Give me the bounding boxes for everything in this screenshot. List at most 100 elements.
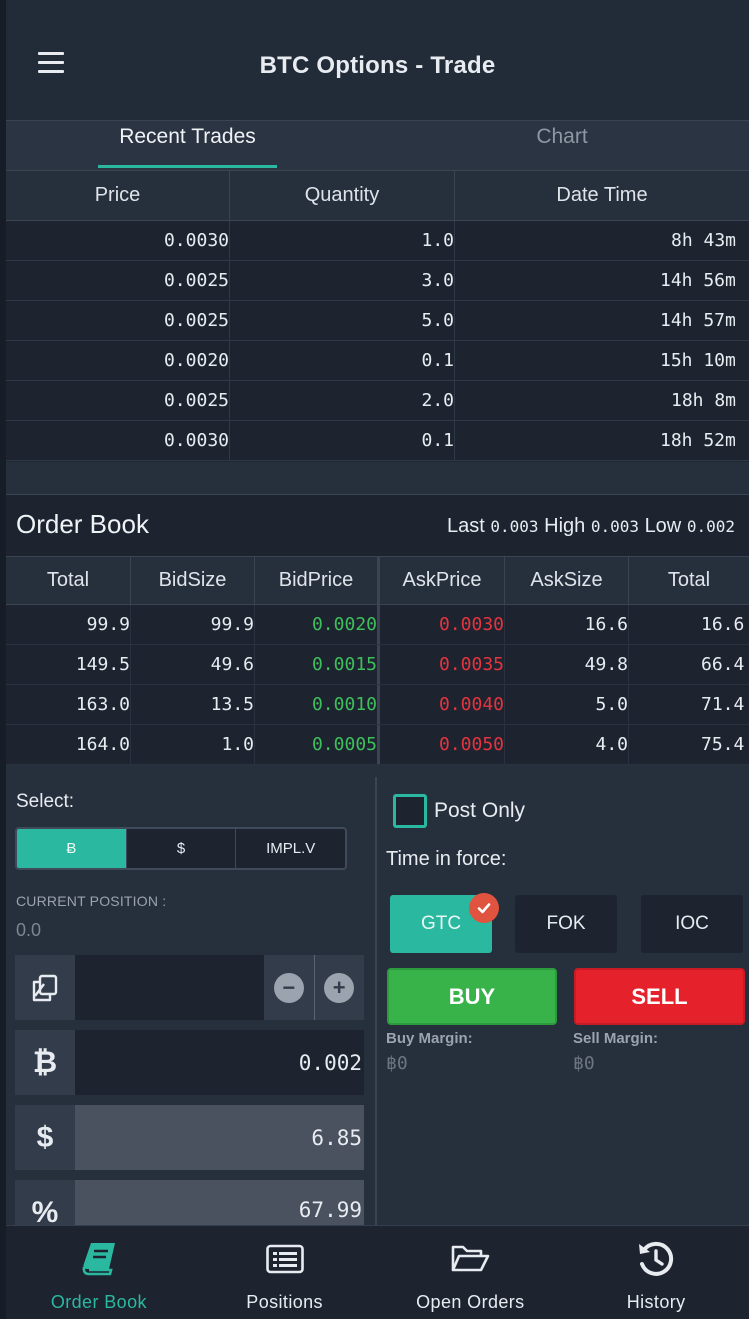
column-header-date-time[interactable]: Date Time <box>556 184 648 206</box>
order-book-title: Order Book <box>16 509 149 539</box>
ask-total: 66.4 <box>629 645 749 684</box>
bid-price: 0.0020 <box>255 605 380 644</box>
sell-button[interactable]: SELL <box>574 968 745 1025</box>
folder-open-icon <box>452 1245 490 1272</box>
bid-price: 0.0010 <box>255 685 380 724</box>
btc-price-input[interactable]: 0.002 <box>75 1030 364 1095</box>
table-row[interactable]: 163.0 13.5 0.0010 0.0040 5.0 71.4 <box>6 685 749 725</box>
trade-quantity: 0.1 <box>230 341 455 380</box>
trade-quantity: 1.0 <box>230 221 455 260</box>
recent-trades-table: Price Quantity Date Time 0.0030 1.0 8h 4… <box>6 170 749 461</box>
table-row[interactable]: 99.9 99.9 0.0020 0.0030 16.6 16.6 <box>6 605 749 645</box>
trade-quantity: 5.0 <box>230 301 455 340</box>
order-book-table: Total BidSize BidPrice AskPrice AskSize … <box>6 556 749 765</box>
table-row[interactable]: 164.0 1.0 0.0005 0.0050 4.0 75.4 <box>6 725 749 765</box>
trade-time-text: 18h 52m <box>660 430 736 451</box>
decrement-button[interactable]: − <box>264 955 314 1020</box>
nav-positions[interactable]: Positions <box>192 1226 378 1319</box>
trade-time-text: 18h 8m <box>671 390 737 411</box>
stepper-divider <box>313 955 315 1020</box>
current-position-label: CURRENT POSITION : <box>16 893 167 909</box>
low-value: 0.002 <box>686 517 735 536</box>
nav-order-book[interactable]: Order Book <box>6 1226 192 1319</box>
tab-bar: Recent Trades Chart <box>6 120 749 170</box>
tab-chart[interactable]: Chart <box>536 125 588 148</box>
ask-total: 71.4 <box>629 685 749 724</box>
trade-time: 18h 52m <box>455 421 749 460</box>
plus-icon: + <box>324 972 355 1003</box>
trade-price: 0.0030 <box>6 421 230 460</box>
copy-icon <box>15 955 75 1020</box>
bid-size: 49.6 <box>131 645 255 684</box>
trade-time-text: 15h 10m <box>660 350 736 371</box>
high-value: 0.003 <box>590 517 639 536</box>
tif-fok-button[interactable]: FOK <box>515 895 617 953</box>
menu-icon[interactable] <box>38 52 64 76</box>
unit-btc-button[interactable]: Ƀ <box>17 829 127 868</box>
unit-usd-button[interactable]: $ <box>126 829 237 868</box>
column-header-bid-size[interactable]: BidSize <box>131 557 255 604</box>
ask-size: 5.0 <box>505 685 629 724</box>
table-row: 0.0030 0.1 18h 52m <box>6 421 749 461</box>
ask-size: 49.8 <box>505 645 629 684</box>
tab-recent-trades[interactable]: Recent Trades <box>119 125 256 148</box>
nav-open-orders[interactable]: Open Orders <box>378 1226 564 1319</box>
table-row: 0.0020 0.1 15h 10m <box>6 341 749 381</box>
ask-total: 16.6 <box>629 605 749 644</box>
history-icon <box>639 1241 674 1276</box>
ask-total-text: 66.4 <box>701 654 745 675</box>
ask-price: 0.0040 <box>380 685 505 724</box>
section-spacer <box>6 462 749 494</box>
high-label: High <box>544 515 586 537</box>
nav-history[interactable]: History <box>563 1226 749 1319</box>
usd-price-input[interactable]: 6.85 <box>75 1105 364 1170</box>
ask-price: 0.0035 <box>380 645 505 684</box>
column-header-ask-price[interactable]: AskPrice <box>380 557 505 604</box>
bid-total: 149.5 <box>6 645 131 684</box>
dollar-icon: $ <box>15 1105 75 1170</box>
trade-time: 14h 57m <box>455 301 749 340</box>
implied-volatility-input[interactable]: 67.99 <box>75 1180 364 1225</box>
nav-open-orders-label: Open Orders <box>416 1292 525 1312</box>
check-icon <box>469 893 499 923</box>
post-only-checkbox[interactable] <box>393 794 427 828</box>
increment-button[interactable]: + <box>314 955 364 1020</box>
column-header-price[interactable]: Price <box>6 171 230 220</box>
ask-size: 16.6 <box>505 605 629 644</box>
nav-history-label: History <box>626 1292 686 1312</box>
time-in-force-label: Time in force: <box>386 848 507 870</box>
quantity-input[interactable] <box>75 955 264 1020</box>
trade-time: 8h 43m <box>455 221 749 260</box>
market-stats: Last 0.003 High 0.003 Low 0.002 <box>447 515 735 538</box>
last-value: 0.003 <box>490 517 539 536</box>
unit-selector: Ƀ $ IMPL.V <box>15 827 347 870</box>
buy-button[interactable]: BUY <box>387 968 557 1025</box>
column-header-ask-total[interactable]: Total <box>667 569 711 591</box>
order-form: Select: Ƀ $ IMPL.V CURRENT POSITION : 0.… <box>6 765 749 1225</box>
column-header-bid-price[interactable]: BidPrice <box>255 557 380 604</box>
table-header: Total BidSize BidPrice AskPrice AskSize … <box>6 556 749 605</box>
app-header: BTC Options - Trade <box>6 0 749 120</box>
trade-quantity: 3.0 <box>230 261 455 300</box>
bid-size: 13.5 <box>131 685 255 724</box>
trade-time-text: 14h 57m <box>660 310 736 331</box>
implied-volatility-row: % 67.99 <box>15 1180 364 1225</box>
active-tab-indicator <box>98 165 277 168</box>
column-header-bid-total[interactable]: Total <box>6 557 131 604</box>
buy-margin-label: Buy Margin: <box>386 1030 473 1047</box>
percent-icon: % <box>15 1180 75 1225</box>
tif-ioc-button[interactable]: IOC <box>641 895 743 953</box>
column-header-ask-size[interactable]: AskSize <box>505 557 629 604</box>
bitcoin-icon: ₿ <box>15 1030 75 1095</box>
unit-impl-v-button[interactable]: IMPL.V <box>236 829 345 868</box>
sell-margin-label: Sell Margin: <box>573 1030 659 1047</box>
ask-total-text: 75.4 <box>701 734 745 755</box>
table-row[interactable]: 149.5 49.6 0.0015 0.0035 49.8 66.4 <box>6 645 749 685</box>
ask-price: 0.0030 <box>380 605 505 644</box>
ask-total-text: 71.4 <box>701 694 745 715</box>
page-title: BTC Options - Trade <box>259 52 496 79</box>
column-header-quantity[interactable]: Quantity <box>230 171 455 220</box>
book-icon <box>82 1243 115 1276</box>
left-edge <box>0 0 6 1319</box>
post-only-label: Post Only <box>434 799 526 822</box>
